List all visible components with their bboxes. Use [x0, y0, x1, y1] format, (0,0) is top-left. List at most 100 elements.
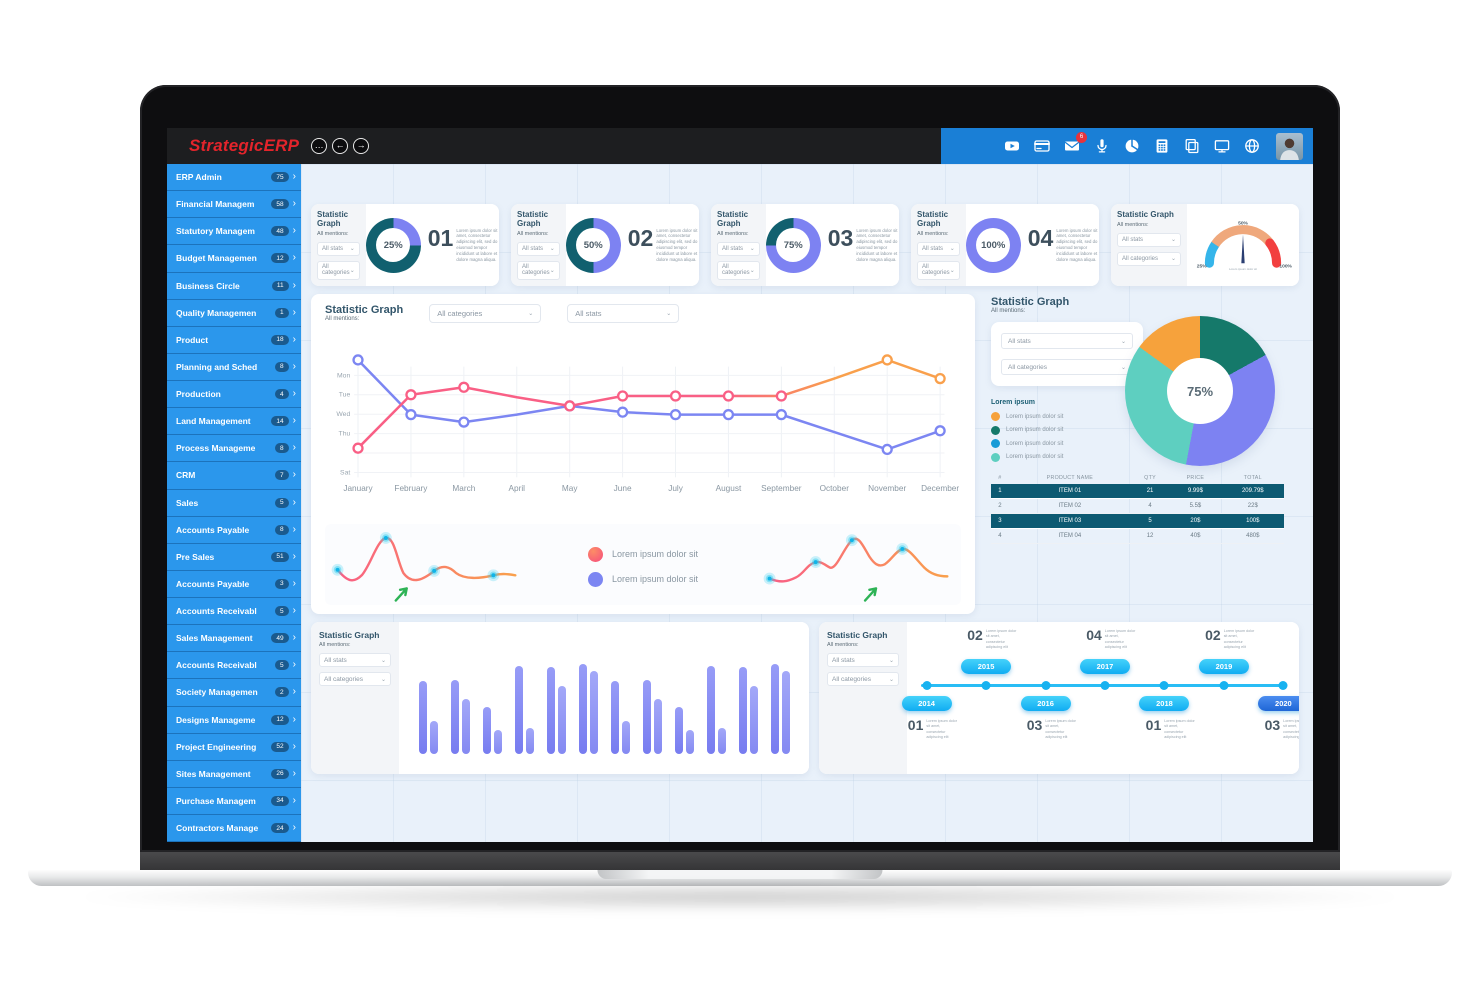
svg-text:May: May [562, 484, 578, 493]
stats-filter-select[interactable]: All stats ⌄ [827, 653, 899, 668]
sidebar-item[interactable]: Financial Managem 58 › [167, 191, 301, 219]
sidebar-item[interactable]: Sales 5 › [167, 489, 301, 517]
bar [578, 664, 587, 754]
bar-group [642, 636, 662, 754]
sidebar-item-count-badge: 5 [275, 606, 289, 617]
categories-filter-select[interactable]: All categories ⌄ [319, 672, 391, 687]
back-button[interactable]: ← [332, 138, 349, 154]
card-title: Statistic Graph [991, 296, 1070, 308]
mic-icon[interactable] [1093, 138, 1110, 155]
chevron-right-icon: › [292, 740, 296, 752]
globe-icon[interactable] [1243, 138, 1260, 155]
chevron-down-icon: ⌄ [549, 246, 555, 253]
legend-dot [991, 439, 1000, 448]
categories-filter-select[interactable]: All categories ⌄ [827, 672, 899, 687]
categories-filter-select[interactable]: All categories ⌄ [917, 260, 960, 280]
select-value: All stats [1122, 236, 1144, 243]
stats-filter-select[interactable]: All stats ⌄ [319, 653, 391, 668]
sidebar-item[interactable]: Business Circle 11 › [167, 272, 301, 300]
forward-button[interactable]: → [353, 138, 370, 154]
notification-badge: 6 [1076, 131, 1087, 143]
youtube-icon[interactable] [1003, 138, 1020, 155]
green-arrow-icon [394, 587, 408, 602]
more-button[interactable]: … [311, 138, 328, 154]
stat-number: 01 [427, 224, 454, 251]
chevron-right-icon: › [292, 577, 296, 589]
sidebar-item[interactable]: Product 18 › [167, 326, 301, 354]
card-title: Statistic Graph [325, 304, 404, 316]
sidebar-item[interactable]: Land Management 14 › [167, 408, 301, 436]
categories-filter-select[interactable]: All categories ⌄ [1001, 359, 1133, 375]
sidebar-item[interactable]: Pre Sales 51 › [167, 543, 301, 571]
sidebar-item-label: Business Circle [176, 280, 240, 291]
header-left: StrategicERP … ← → [167, 128, 941, 164]
sidebar-item[interactable]: CRM 7 › [167, 462, 301, 490]
pie-chart-icon[interactable] [1123, 138, 1140, 155]
timeline-event-number: 02 [967, 627, 983, 643]
credit-card-icon[interactable] [1033, 138, 1050, 155]
timeline-year-pill: 2014 [901, 696, 952, 711]
logo-text-strategic: Strategic [189, 136, 264, 155]
sidebar-item[interactable]: Quality Managemen 1 › [167, 299, 301, 327]
sidebar-item[interactable]: Accounts Payable 3 › [167, 570, 301, 598]
categories-filter-select[interactable]: All categories ⌄ [1117, 251, 1181, 266]
categories-filter-select[interactable]: All categories ⌄ [429, 304, 542, 323]
bar-group [418, 636, 438, 754]
copy-icon[interactable] [1183, 138, 1200, 155]
timeline-event: 02 Lorem ipsum dolor sit amet, consectetu… [1205, 628, 1255, 650]
sidebar-item[interactable]: Sites Management 26 › [167, 760, 301, 788]
stats-filter-select[interactable]: All stats ⌄ [917, 241, 960, 256]
chevron-right-icon: › [292, 306, 296, 318]
sidebar-item[interactable]: Budget Managemen 12 › [167, 245, 301, 273]
timeline-event: 01 Lorem ipsum dolor sit amet, consectetu… [1146, 718, 1196, 740]
card-header: Statistic Graph All mentions: All stats ⌄ Al… [1111, 204, 1187, 286]
svg-text:January: January [343, 484, 373, 493]
sidebar-item[interactable]: Purchase Managem 34 › [167, 787, 301, 815]
sidebar-item[interactable]: Accounts Receivabl 5 › [167, 598, 301, 626]
sidebar-item[interactable]: Accounts Receivabl 5 › [167, 652, 301, 680]
sidebar-item[interactable]: Production 4 › [167, 381, 301, 409]
calculator-icon[interactable] [1153, 138, 1170, 155]
stats-filter-select[interactable]: All stats ⌄ [1117, 232, 1181, 247]
svg-text:September: September [761, 484, 802, 493]
sidebar-item[interactable]: Designs Manageme 12 › [167, 706, 301, 734]
donut-percent-label: 25% [376, 228, 411, 262]
stats-filter-select[interactable]: All stats ⌄ [567, 304, 680, 323]
monitor-icon[interactable] [1213, 138, 1230, 155]
user-avatar[interactable] [1276, 132, 1303, 160]
stats-filter-select[interactable]: All stats ⌄ [517, 241, 560, 256]
sidebar-item[interactable]: Sales Management 49 › [167, 625, 301, 653]
donut-chart: 50% [565, 217, 621, 273]
gauge-card-body: 25% 50% 100% Lorem ipsum dolor sit [1187, 204, 1299, 286]
sidebar-item[interactable]: Process Manageme 8 › [167, 435, 301, 463]
categories-filter-select[interactable]: All categories ⌄ [717, 260, 760, 280]
sidebar-item[interactable]: Statutory Managem 48 › [167, 218, 301, 246]
bar [717, 728, 726, 754]
line-chart-header: Statistic Graph All mentions: All categori… [325, 304, 961, 323]
svg-text:April: April [509, 484, 526, 493]
sidebar-item[interactable]: Accounts Payable 8 › [167, 516, 301, 544]
pie-chart-panel: Statistic Graph All mentions: All stats ⌄ Al… [985, 294, 1299, 614]
timeline-event-number: 01 [907, 717, 924, 733]
sidebar-item[interactable]: Society Managemen 2 › [167, 679, 301, 707]
categories-filter-select[interactable]: All categories ⌄ [317, 260, 360, 280]
sidebar-item[interactable]: Contractors Manage 24 › [167, 815, 301, 842]
sidebar-item[interactable]: Planning and Sched 8 › [167, 353, 301, 381]
card-header: Statistic Graph All mentions: All stats ⌄ Al… [311, 204, 366, 286]
mail-icon[interactable]: 6 [1063, 131, 1087, 155]
chevron-down-icon: ⌄ [380, 676, 386, 683]
chevron-right-icon: › [292, 632, 296, 644]
sidebar-menu: ERP Admin 75 › Financial Managem 58 › Statutor… [167, 164, 301, 842]
legend-dot [991, 425, 1000, 435]
svg-text:February: February [394, 484, 428, 493]
sidebar-item-count-badge: 1 [275, 307, 289, 318]
stats-filter-select[interactable]: All stats ⌄ [1001, 333, 1133, 349]
sidebar-item[interactable]: ERP Admin 75 › [167, 164, 301, 192]
table-cell: 21 [1130, 483, 1170, 499]
bar [674, 706, 683, 754]
sidebar-item[interactable]: Project Engineering 52 › [167, 733, 301, 761]
bar [610, 680, 619, 754]
stats-filter-select[interactable]: All stats ⌄ [317, 241, 360, 256]
stats-filter-select[interactable]: All stats ⌄ [717, 241, 760, 256]
categories-filter-select[interactable]: All categories ⌄ [517, 260, 560, 280]
